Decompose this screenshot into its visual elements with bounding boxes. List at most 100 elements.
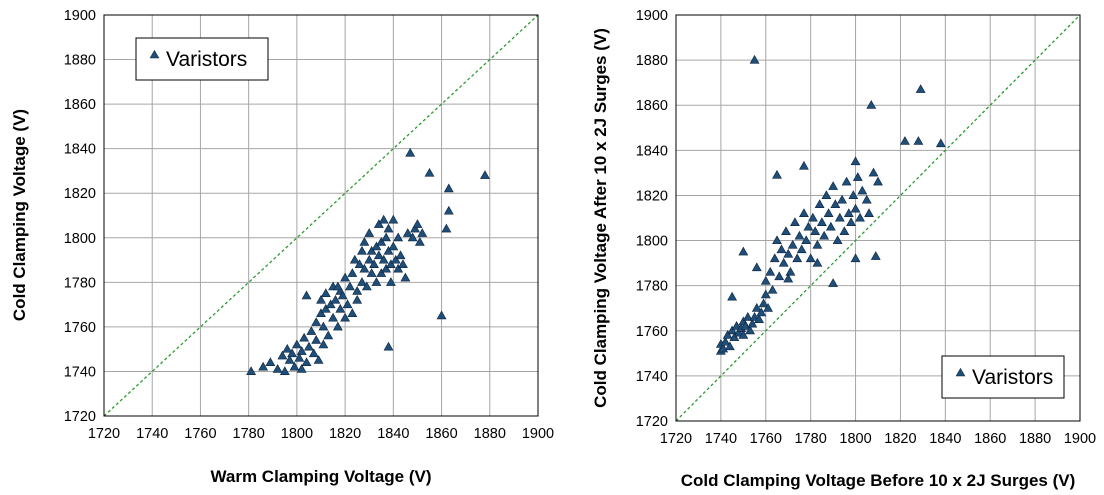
- data-point: [936, 139, 945, 147]
- y-tick-label: 1760: [64, 320, 96, 336]
- data-point: [283, 345, 292, 353]
- data-point: [384, 224, 393, 232]
- data-point: [865, 209, 874, 217]
- data-point: [791, 218, 800, 226]
- x-tick-label: 1820: [329, 426, 361, 442]
- data-point: [851, 204, 860, 212]
- data-point: [856, 213, 865, 221]
- x-tick-label: 1740: [136, 426, 168, 442]
- y-axis-title-left: Cold Clamping Voltage (V): [10, 109, 29, 321]
- x-tick-label: 1760: [184, 426, 216, 442]
- data-point: [833, 236, 842, 244]
- x-tick-label: 1800: [281, 426, 313, 442]
- data-point: [348, 309, 357, 317]
- data-point: [838, 195, 847, 203]
- x-tick-labels-right: 1720 1740 1760 1780 1800 1820 1840 1860 1880 1900: [660, 431, 1096, 447]
- data-point: [768, 286, 777, 294]
- data-point: [415, 238, 424, 246]
- data-point: [831, 200, 840, 208]
- data-point: [360, 238, 369, 246]
- y-tick-label: 1780: [64, 275, 96, 291]
- x-axis-title-right: Cold Clamping Voltage Before 10 x 2J Sur…: [681, 471, 1076, 490]
- data-point: [406, 149, 415, 157]
- data-point: [247, 367, 256, 375]
- y-axis-title-right: Cold Clamping Voltage After 10 x 2J Surg…: [591, 28, 610, 408]
- data-point: [343, 300, 352, 308]
- data-point: [806, 254, 815, 262]
- data-point: [384, 342, 393, 350]
- data-point: [413, 220, 422, 228]
- y-tick-label: 1800: [64, 231, 96, 247]
- data-point: [761, 290, 770, 298]
- x-tick-label: 1720: [88, 426, 120, 442]
- data-point: [862, 195, 871, 203]
- data-point: [795, 231, 804, 239]
- chart-left: 1720 1740 1760 1780 1800 1820 1840 1860 1880 1900…: [10, 8, 554, 486]
- data-point: [280, 367, 289, 375]
- data-point: [851, 254, 860, 262]
- data-point: [739, 247, 748, 255]
- y-tick-label: 1720: [636, 414, 668, 430]
- x-tick-label: 1780: [233, 426, 265, 442]
- data-point: [817, 218, 826, 226]
- data-point: [374, 251, 383, 259]
- y-tick-label: 1900: [64, 8, 96, 24]
- data-point: [329, 313, 338, 321]
- data-point: [840, 227, 849, 235]
- x-tick-label: 1760: [750, 431, 782, 447]
- y-tick-label: 1880: [64, 53, 96, 69]
- legend-right: Varistors: [942, 356, 1064, 398]
- data-point: [353, 296, 362, 304]
- data-point: [336, 304, 345, 312]
- data-point: [437, 311, 446, 319]
- data-point: [331, 296, 340, 304]
- x-tick-label: 1880: [474, 426, 506, 442]
- data-point: [773, 171, 782, 179]
- data-point: [418, 229, 427, 237]
- data-point: [728, 292, 737, 300]
- data-point: [324, 331, 333, 339]
- data-point: [259, 362, 268, 370]
- data-point: [829, 279, 838, 287]
- data-point: [824, 209, 833, 217]
- data-point: [809, 213, 818, 221]
- data-point: [775, 272, 784, 280]
- x-tick-labels-left: 1720 1740 1760 1780 1800 1820 1840 1860 1880 1900: [88, 426, 554, 442]
- y-tick-label: 1740: [64, 364, 96, 380]
- data-point: [800, 162, 809, 170]
- points-left: [247, 149, 490, 375]
- data-point: [444, 184, 453, 192]
- data-point: [829, 182, 838, 190]
- data-point: [786, 268, 795, 276]
- data-point: [348, 269, 357, 277]
- data-point: [481, 171, 490, 179]
- legend-label-right: Varistors: [972, 366, 1053, 389]
- data-point: [858, 186, 867, 194]
- x-tick-label: 1820: [884, 431, 916, 447]
- points-right: [716, 56, 945, 355]
- y-tick-labels-left: 1720174017601780180018201840186018801900: [64, 8, 96, 425]
- data-point: [871, 252, 880, 260]
- data-point: [319, 322, 328, 330]
- x-tick-label: 1740: [705, 431, 737, 447]
- data-point: [379, 215, 388, 223]
- x-tick-label: 1840: [929, 431, 961, 447]
- y-tick-label: 1860: [636, 98, 668, 114]
- data-point: [853, 173, 862, 181]
- x-tick-label: 1900: [522, 426, 554, 442]
- data-point: [761, 277, 770, 285]
- y-tick-label: 1720: [64, 409, 96, 425]
- data-point: [802, 236, 811, 244]
- data-point: [779, 259, 788, 267]
- data-point: [341, 313, 350, 321]
- data-point: [319, 340, 328, 348]
- data-point: [307, 327, 316, 335]
- data-point: [773, 236, 782, 244]
- data-point: [389, 242, 398, 250]
- data-point: [750, 56, 759, 64]
- x-tick-label: 1860: [974, 431, 1006, 447]
- x-tick-label: 1860: [425, 426, 457, 442]
- data-point: [844, 209, 853, 217]
- y-tick-label: 1780: [636, 279, 668, 295]
